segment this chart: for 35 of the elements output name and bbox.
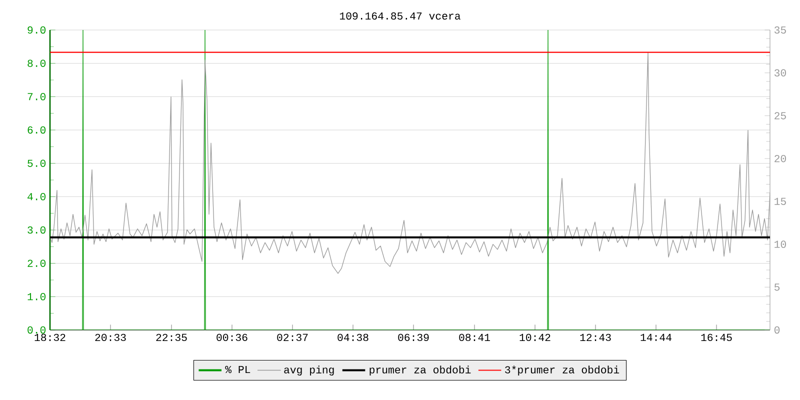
y2-tick-label: 30 [774,69,786,76]
x-tick-label: 14:44 [640,334,672,341]
legend-label: 3*prumer za obdobi [505,366,620,376]
chart-title: 109.164.85.47 vcera [340,12,460,20]
x-tick-label: 08:41 [459,334,490,342]
y2-tick-label: 35 [774,26,786,34]
y-tick-label: 7.0 [28,93,46,100]
x-tick-label: 16:45 [701,334,732,342]
y-tick-label: 4.0 [28,193,46,200]
x-tick-label: 22:35 [156,334,187,342]
y2-tick-label: 25 [774,112,786,120]
y-tick-label: 3.0 [28,226,46,234]
legend-label: % PL [225,366,250,374]
y-tick-label: 0.0 [28,326,46,334]
y-tick-label: 2.0 [28,260,46,267]
y2-tick-label: 15 [774,198,786,205]
y-tick-label: 5.0 [28,160,46,167]
x-tick-label: 04:38 [338,334,368,342]
legend-label: avg ping [284,366,334,376]
x-tick-label: 10:42 [520,334,550,342]
y-tick-label: 6.0 [28,126,46,134]
y-tick-label: 1.0 [28,293,46,300]
x-tick-label: 00:36 [216,334,248,342]
y2-tick-label: 0 [774,326,780,334]
legend-label: prumer za obdobi [370,366,471,376]
x-tick-label: 02:37 [277,334,308,342]
x-tick-label: 18:32 [34,334,66,342]
x-tick-label: 12:43 [580,334,611,342]
y-tick-label: 9.0 [28,26,46,34]
y2-tick-label: 10 [774,240,786,248]
y-tick-label: 8.0 [28,60,46,67]
y2-tick-label: 20 [774,154,786,162]
x-tick-label: 20:33 [95,334,126,342]
y2-tick-label: 5 [774,284,780,291]
x-tick-label: 06:39 [398,334,429,342]
